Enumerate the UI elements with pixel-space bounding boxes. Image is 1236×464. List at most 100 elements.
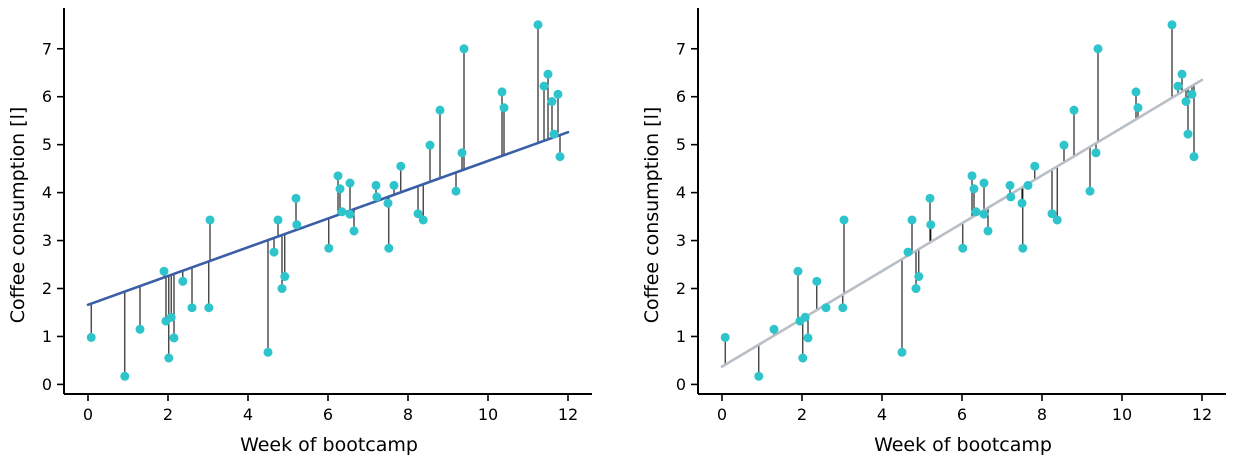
data-point <box>800 312 810 322</box>
data-point <box>497 87 507 97</box>
x-tick-label: 2 <box>163 405 173 424</box>
data-point <box>345 209 355 219</box>
y-tick-label: 4 <box>42 183 52 202</box>
data-point <box>1183 129 1193 139</box>
x-tick-label: 6 <box>957 405 967 424</box>
data-point <box>337 207 347 217</box>
data-point <box>1005 180 1015 190</box>
data-point <box>435 105 445 115</box>
data-point <box>553 89 563 99</box>
data-point <box>1006 192 1016 202</box>
y-tick-label: 2 <box>676 279 686 298</box>
x-tick-label: 8 <box>403 405 413 424</box>
data-point <box>926 220 936 230</box>
data-point <box>967 171 977 181</box>
right-x-axis-label: Week of bootcamp <box>874 434 1052 456</box>
x-tick-label: 10 <box>1112 405 1132 424</box>
data-point <box>798 353 808 363</box>
data-point <box>1023 180 1033 190</box>
data-point <box>1047 209 1057 219</box>
left-y-ticks: 0 1 2 3 4 5 6 7 <box>42 39 64 394</box>
data-point <box>911 284 921 294</box>
data-point <box>1093 44 1103 54</box>
y-tick-label: 1 <box>676 327 686 346</box>
data-point <box>459 44 469 54</box>
data-point <box>979 209 989 219</box>
data-point <box>333 171 343 181</box>
data-point <box>793 266 803 276</box>
data-point <box>1018 243 1028 253</box>
data-point <box>1173 81 1183 91</box>
data-point <box>547 97 557 107</box>
data-point <box>164 353 174 363</box>
y-tick-label: 0 <box>676 375 686 394</box>
data-point <box>754 371 764 381</box>
data-point <box>389 180 399 190</box>
data-point <box>812 276 822 286</box>
data-point <box>413 209 423 219</box>
data-point <box>533 20 543 30</box>
data-point <box>418 215 428 225</box>
y-tick-label: 0 <box>42 375 52 394</box>
data-point <box>838 303 848 313</box>
y-tick-label: 6 <box>676 87 686 106</box>
data-point <box>499 103 509 113</box>
data-point <box>549 129 559 139</box>
data-point <box>324 243 334 253</box>
right-y-axis-label: Coffee consumption [l] <box>641 107 663 324</box>
data-point <box>384 243 394 253</box>
data-point <box>135 324 145 334</box>
data-point <box>451 186 461 196</box>
data-point <box>958 243 968 253</box>
y-tick-label: 3 <box>42 231 52 250</box>
data-point <box>1030 161 1040 171</box>
data-point <box>969 184 979 194</box>
x-tick-label: 12 <box>1192 405 1212 424</box>
data-point <box>205 215 215 225</box>
data-point <box>335 184 345 194</box>
data-point <box>169 333 179 343</box>
data-point <box>187 303 197 313</box>
data-point <box>1181 97 1191 107</box>
data-point <box>1167 20 1177 30</box>
left-x-ticks: 0 2 4 6 8 10 12 <box>83 394 578 424</box>
x-tick-label: 0 <box>717 405 727 424</box>
right-data-points <box>720 20 1199 381</box>
data-point <box>349 226 359 236</box>
y-tick-label: 4 <box>676 183 686 202</box>
data-point <box>166 312 176 322</box>
data-point <box>897 347 907 357</box>
x-tick-label: 10 <box>478 405 498 424</box>
left-data-points <box>86 20 565 381</box>
data-point <box>425 140 435 150</box>
y-tick-label: 7 <box>676 39 686 58</box>
x-tick-label: 4 <box>877 405 887 424</box>
data-point <box>720 332 730 342</box>
y-tick-label: 2 <box>42 279 52 298</box>
left-y-axis-label: Coffee consumption [l] <box>7 107 29 324</box>
data-point <box>396 161 406 171</box>
y-tick-label: 6 <box>42 87 52 106</box>
y-tick-label: 5 <box>676 135 686 154</box>
data-point <box>1085 186 1095 196</box>
data-point <box>979 178 989 188</box>
data-point <box>273 215 283 225</box>
data-point <box>925 193 935 203</box>
data-point <box>1091 148 1101 158</box>
data-point <box>1133 103 1143 113</box>
data-point <box>371 180 381 190</box>
data-point <box>269 247 279 257</box>
y-tick-label: 7 <box>42 39 52 58</box>
data-point <box>372 192 382 202</box>
data-point <box>1187 89 1197 99</box>
data-point <box>555 152 565 162</box>
data-point <box>204 303 214 313</box>
data-point <box>839 215 849 225</box>
data-point <box>821 303 831 313</box>
data-point <box>1069 105 1079 115</box>
data-point <box>280 272 290 282</box>
data-point <box>543 69 553 79</box>
